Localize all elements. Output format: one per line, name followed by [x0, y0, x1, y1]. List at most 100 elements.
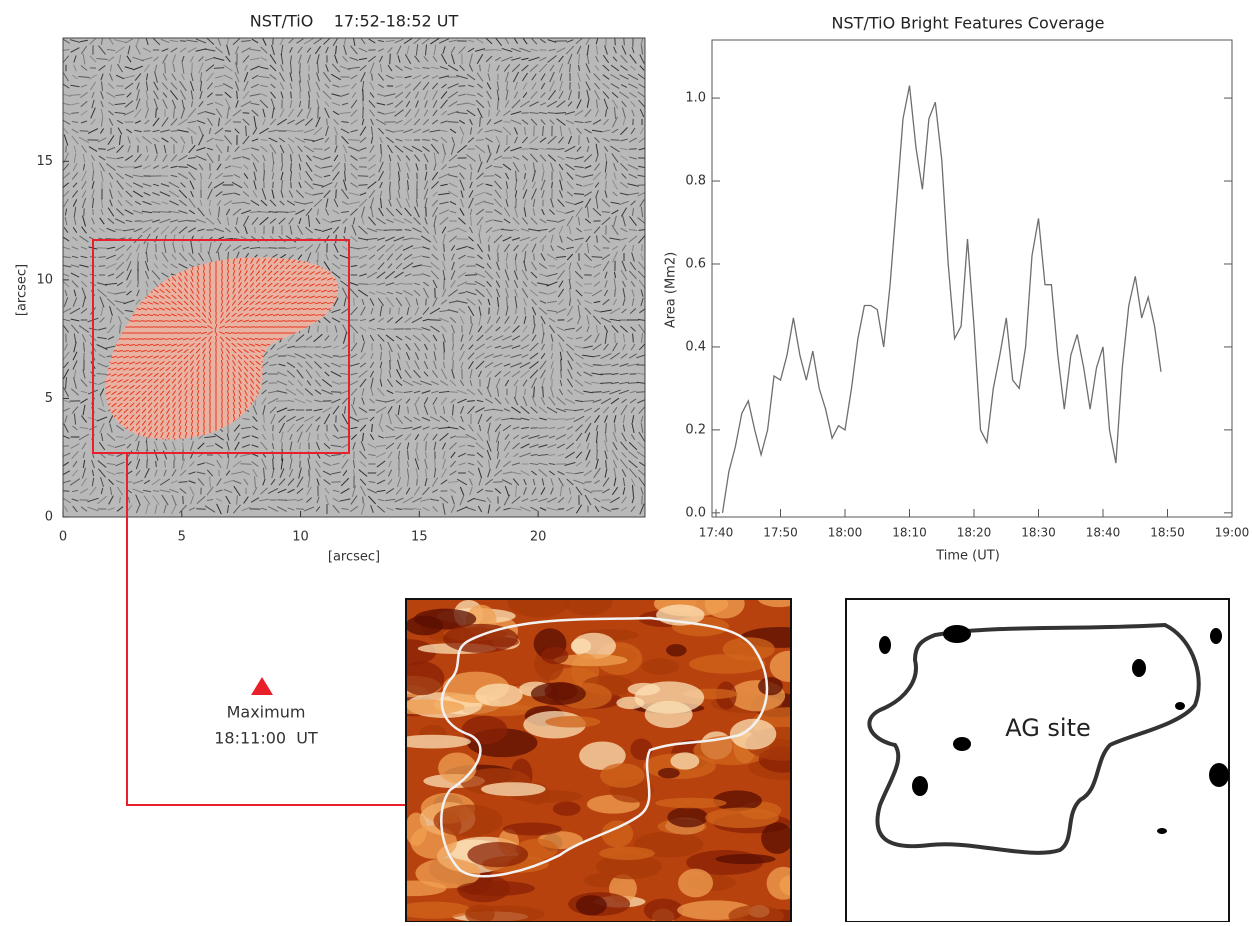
flow-arrow: [493, 482, 503, 483]
flow-arrow: [593, 365, 601, 366]
flow-arrow: [597, 450, 598, 460]
granule: [678, 869, 713, 898]
ag-arrow: [222, 408, 223, 414]
flow-arrow: [98, 149, 105, 150]
flow-arrow: [390, 182, 391, 189]
flow-arrow: [404, 140, 411, 141]
flow-arrow: [417, 479, 418, 486]
ag-arrow: [210, 372, 211, 378]
flow-arrow: [403, 509, 413, 510]
flow-arrow: [273, 458, 274, 469]
flow-arrow: [225, 131, 231, 132]
flow-arrow: [358, 176, 368, 177]
flow-arrow: [453, 360, 454, 369]
flow-arrow: [459, 86, 466, 87]
ag-arrow: [183, 333, 189, 334]
flow-arrow: [291, 92, 292, 99]
flow-arrow: [285, 500, 297, 501]
ag-arrow: [177, 333, 183, 334]
flow-arrow: [313, 149, 322, 150]
flow-arrow: [435, 458, 436, 470]
flow-arrow: [349, 257, 359, 258]
flow-arrow: [584, 482, 591, 483]
flow-arrow: [93, 209, 94, 215]
ag-arrow: [216, 336, 217, 342]
flow-arrow: [336, 189, 337, 198]
flow-arrow: [548, 113, 557, 114]
granule: [666, 644, 686, 657]
ag-arrow: [303, 321, 309, 322]
flow-arrow: [237, 495, 238, 504]
flow-arrow: [273, 425, 274, 431]
granule: [770, 651, 809, 682]
flow-arrow: [444, 244, 445, 252]
ag-arrow: [210, 270, 211, 276]
flow-arrow: [178, 167, 188, 168]
heatmap-image: [379, 585, 827, 922]
flow-arrow: [507, 297, 508, 307]
flow-arrow: [444, 278, 445, 289]
ag-arrow: [210, 378, 211, 384]
flow-arrow: [399, 469, 400, 477]
flow-arrow: [525, 307, 526, 315]
flow-arrow: [345, 163, 346, 171]
granule: [761, 822, 793, 854]
ag-arrow: [183, 327, 189, 328]
flow-arrow: [331, 392, 341, 393]
flow-arrow: [426, 441, 427, 451]
ag-arrow: [210, 384, 211, 390]
flow-arrow: [291, 182, 292, 188]
flow-arrow: [171, 131, 178, 132]
flow-arrow: [606, 181, 607, 190]
flow-arrow: [116, 437, 124, 438]
flow-arrow: [71, 113, 79, 114]
ag-arrow: [237, 333, 243, 334]
flow-arrow: [602, 212, 610, 213]
flow-arrow: [318, 326, 319, 333]
granule: [379, 639, 436, 665]
flow-arrow: [429, 320, 441, 321]
flow-arrow: [558, 509, 564, 510]
flow-arrow: [417, 442, 418, 450]
flow-arrow: [333, 356, 339, 357]
ag-arrow: [123, 339, 129, 340]
maximum-marker: [251, 677, 273, 695]
flow-arrow: [561, 359, 562, 370]
ag-arrow: [222, 396, 223, 402]
figure: Maximum 18:11:00 UT AG site NST/TiO 17:5…: [0, 0, 1252, 922]
ag-arrow: [291, 321, 297, 322]
ag-arrow: [135, 339, 141, 340]
granule: [571, 638, 591, 653]
plot-frame: [712, 40, 1232, 517]
flow-arrow: [390, 54, 391, 64]
flow-arrow: [276, 401, 287, 402]
flow-arrow: [466, 284, 476, 285]
flow-arrow: [237, 91, 238, 99]
ag-arrow: [309, 321, 315, 322]
ag-arrow: [216, 318, 217, 324]
flow-arrow: [465, 275, 477, 276]
flow-arrow: [556, 113, 566, 114]
ag-arrow: [297, 321, 303, 322]
flow-arrow: [188, 221, 196, 222]
ag-arrow: [129, 321, 135, 322]
ag-arrow: [177, 327, 183, 328]
flow-arrow: [255, 227, 256, 233]
flow-arrow: [273, 182, 274, 188]
ag-arrow: [237, 327, 243, 328]
flow-arrow: [165, 461, 166, 468]
flow-arrow: [584, 293, 592, 294]
flow-arrow: [156, 461, 157, 467]
ag-arrow: [204, 420, 205, 426]
flow-arrow: [547, 149, 558, 150]
flow-arrow: [390, 360, 391, 370]
ag-arrow: [222, 390, 223, 396]
flow-arrow: [183, 496, 184, 504]
flow-arrow: [63, 491, 70, 492]
flow-arrow: [615, 289, 616, 297]
ag-arrow: [243, 327, 249, 328]
flow-arrow: [63, 446, 69, 447]
flow-arrow: [183, 442, 184, 449]
ag-arrow: [243, 333, 249, 334]
ag-arrow: [210, 276, 211, 282]
